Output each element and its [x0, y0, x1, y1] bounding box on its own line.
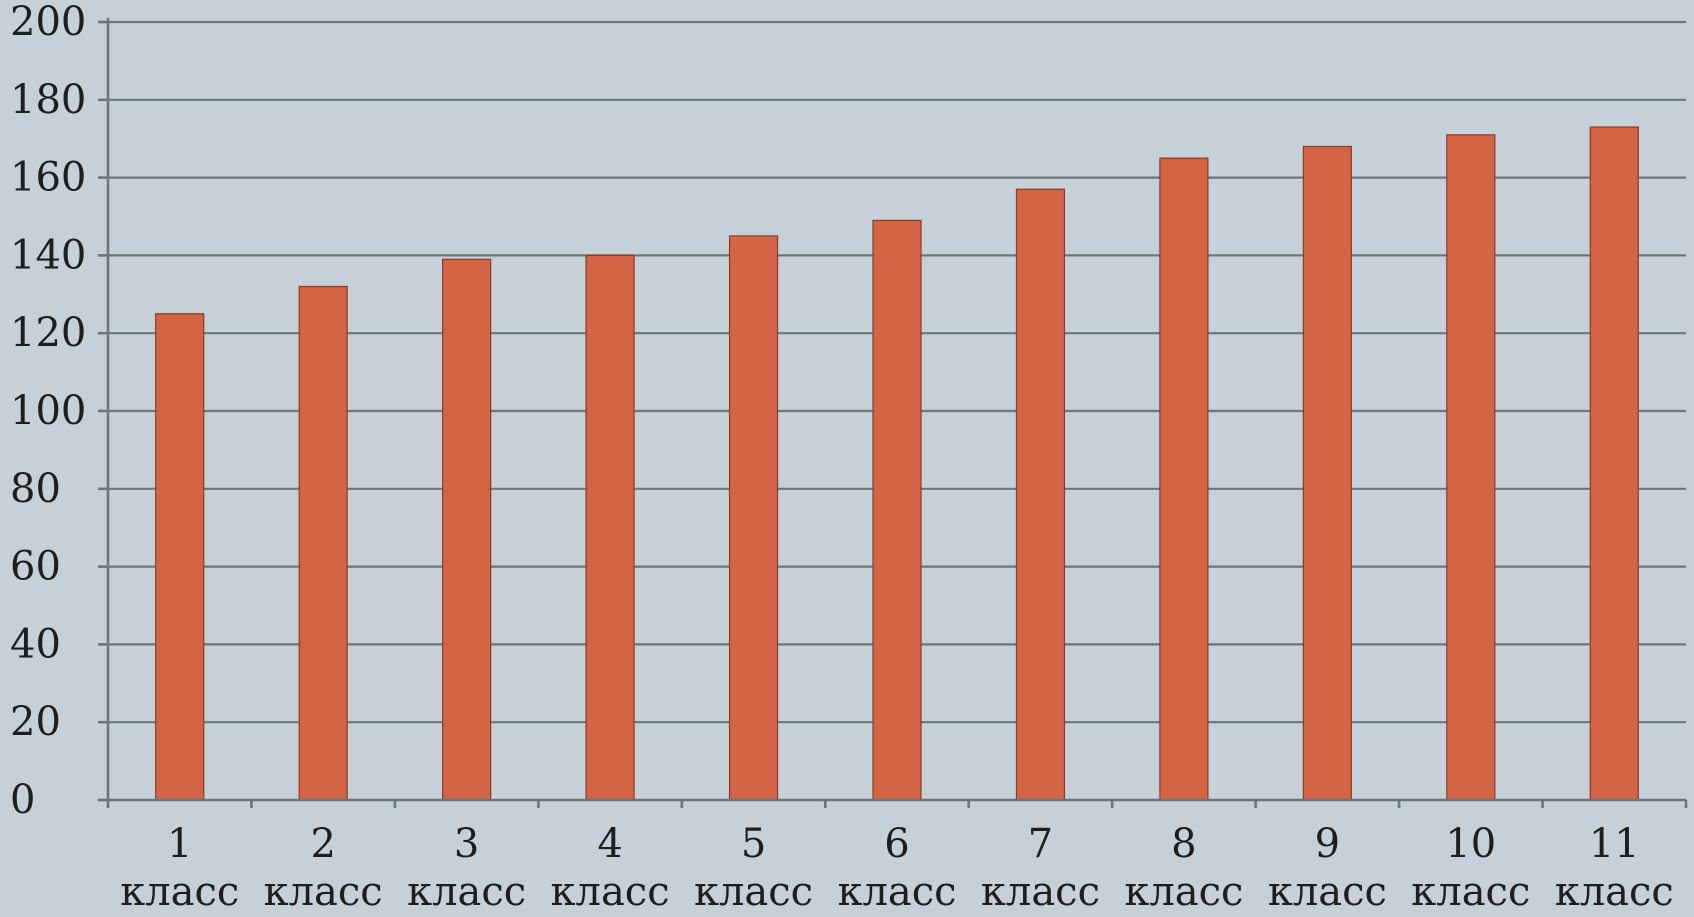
x-category-number: 3: [454, 821, 479, 867]
y-tick-label: 20: [10, 699, 61, 745]
bar: [298, 285, 348, 801]
bar: [1015, 188, 1066, 801]
y-tick-label: 180: [10, 77, 86, 123]
y-tick-label: 0: [10, 777, 35, 823]
x-category-word: класс: [551, 869, 670, 915]
x-category-number: 6: [884, 821, 909, 867]
x-category-number: 4: [597, 821, 622, 867]
y-tick-label: 140: [10, 232, 86, 278]
bar: [1159, 157, 1209, 801]
y-axis-tick-labels: 0 20 40 60 80 100 120 140 160 180 200: [10, 0, 86, 823]
y-tick-label: 200: [10, 0, 86, 45]
y-tick-label: 100: [10, 388, 86, 434]
bar: [728, 235, 779, 801]
bar: [1302, 145, 1352, 801]
y-tick-label: 80: [10, 466, 61, 512]
bar: [585, 254, 635, 801]
axes: [98, 18, 1688, 808]
bar: [442, 258, 492, 801]
x-category-number: 7: [1028, 821, 1053, 867]
y-tick-label: 40: [10, 621, 61, 667]
x-category-word: класс: [407, 869, 526, 915]
x-category-word: класс: [981, 869, 1100, 915]
bar: [155, 313, 205, 801]
x-category-word: класс: [120, 869, 239, 915]
y-tick-label: 160: [10, 155, 86, 201]
bars: [155, 126, 1639, 801]
y-tick-label: 120: [10, 310, 86, 356]
x-category-number: 1: [167, 821, 192, 867]
x-category-word: класс: [1555, 869, 1674, 915]
bar: [1446, 134, 1496, 801]
x-category-number: 2: [310, 821, 335, 867]
x-category-number: 8: [1171, 821, 1196, 867]
x-category-word: класс: [1411, 869, 1530, 915]
x-category-word: класс: [1124, 869, 1243, 915]
x-category-word: класс: [837, 869, 956, 915]
x-axis-category-labels: 1класс2класс3класс4класс5класс6класс7кла…: [120, 821, 1674, 915]
x-category-number: 9: [1315, 821, 1340, 867]
x-category-word: класс: [1268, 869, 1387, 915]
x-category-word: класс: [694, 869, 813, 915]
y-tick-label: 60: [10, 544, 61, 590]
x-category-number: 10: [1445, 821, 1496, 867]
x-category-word: класс: [264, 869, 383, 915]
x-category-number: 11: [1589, 821, 1640, 867]
bar: [872, 219, 922, 801]
x-category-number: 5: [741, 821, 766, 867]
bar: [1589, 126, 1639, 801]
